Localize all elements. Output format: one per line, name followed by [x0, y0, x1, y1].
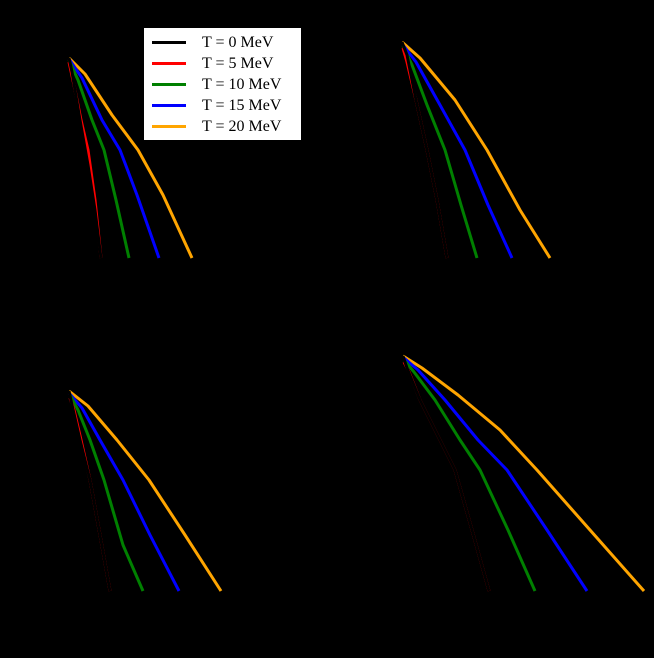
series-line [67, 57, 103, 259]
series-line [67, 390, 112, 592]
legend-label: T = 15 MeV [202, 96, 282, 114]
panel-bottom-left [67, 389, 223, 592]
series-line [67, 58, 161, 259]
legend-item-t10: T = 10 MeV [152, 74, 295, 95]
series-line [67, 59, 131, 259]
legend: T = 0 MeV T = 5 MeV T = 10 MeV T = 15 Me… [143, 27, 302, 141]
series-line [401, 40, 552, 259]
legend-swatch-black [152, 41, 186, 44]
panel-top-right [400, 40, 552, 259]
legend-item-t20: T = 20 MeV [152, 116, 295, 137]
legend-label: T = 10 MeV [202, 75, 282, 93]
legend-label: T = 5 MeV [202, 54, 274, 72]
series-line [68, 389, 223, 592]
series-line [400, 41, 449, 259]
legend-swatch-green [152, 83, 186, 86]
legend-label: T = 20 MeV [202, 117, 282, 135]
series-line [402, 359, 537, 592]
series-line [401, 45, 479, 259]
series-line [402, 354, 646, 592]
series-line [67, 56, 194, 259]
series-line [401, 44, 514, 259]
legend-swatch-red [152, 62, 186, 65]
legend-swatch-orange [152, 125, 186, 128]
panel-bottom-right [401, 354, 646, 592]
series-line [401, 355, 491, 592]
legend-item-t0: T = 0 MeV [152, 32, 295, 53]
series-line [67, 392, 181, 592]
legend-swatch-blue [152, 104, 186, 107]
series-line [403, 356, 589, 592]
legend-label: T = 0 MeV [202, 33, 274, 51]
legend-item-t5: T = 5 MeV [152, 53, 295, 74]
legend-item-t15: T = 15 MeV [152, 95, 295, 116]
series-line [68, 394, 145, 592]
series-line [402, 361, 491, 592]
panel-top-left [67, 56, 194, 259]
